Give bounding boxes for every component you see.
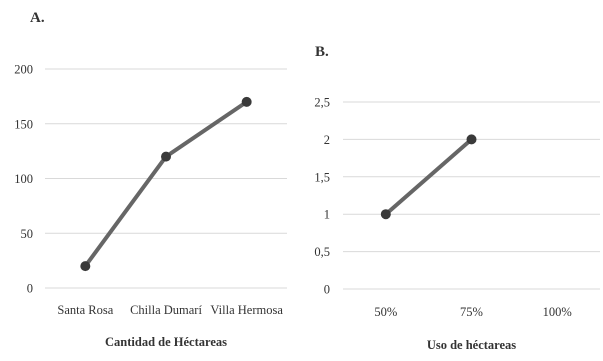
panel-label-b: B. — [315, 44, 329, 60]
y-tick-label-b: 2,5 — [314, 96, 330, 110]
data-point-a-3 — [241, 96, 252, 107]
y-tick-label-b: 1 — [324, 208, 330, 222]
y-tick-label-a: 150 — [14, 117, 33, 131]
y-tick-label-a: 100 — [14, 172, 33, 186]
y-tick-label-a: 0 — [27, 282, 33, 296]
x-tick-label-a: Santa Rosa — [57, 303, 113, 317]
y-tick-label-b: 2 — [324, 133, 330, 147]
x-axis-title-a: Cantidad de Héctareas — [105, 335, 227, 349]
x-tick-label-b: 50% — [374, 305, 397, 319]
y-tick-label-b: 0 — [324, 283, 330, 297]
x-tick-label-a: Villa Hermosa — [210, 303, 283, 317]
y-tick-label-a: 200 — [14, 63, 33, 77]
x-axis-title-b: Uso de héctareas — [427, 338, 516, 352]
series-line-b — [383, 137, 474, 217]
y-tick-label-a: 50 — [21, 227, 34, 241]
x-tick-label-a: Chilla Dumarí — [130, 303, 202, 317]
x-tick-label-b: 100% — [543, 305, 572, 319]
data-point-a-2 — [161, 151, 171, 162]
data-point-b-2 — [466, 134, 477, 145]
y-tick-label-b: 0,5 — [314, 245, 330, 259]
data-point-a-1 — [80, 261, 91, 272]
y-tick-label-b: 1,5 — [314, 170, 330, 184]
x-tick-label-b: 75% — [460, 305, 483, 319]
series-line-a — [83, 99, 249, 269]
data-point-b-1 — [380, 209, 391, 220]
panel-label-a: A. — [30, 10, 45, 26]
